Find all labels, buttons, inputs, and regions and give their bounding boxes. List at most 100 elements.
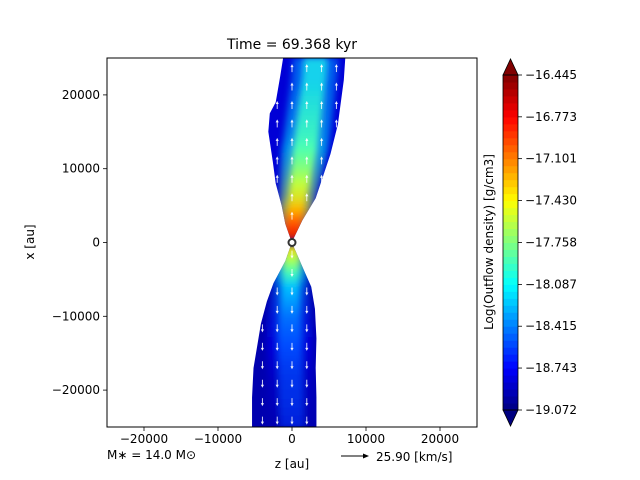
velocity-arrow xyxy=(290,361,294,370)
colorbar-label: Log(Outflow density) [g/cm3] xyxy=(482,154,496,330)
velocity-arrow xyxy=(290,100,294,109)
velocity-arrow xyxy=(290,287,294,296)
colorbar-segment xyxy=(503,354,518,362)
colorbar-segment xyxy=(503,116,518,125)
velocity-arrow xyxy=(305,82,309,91)
velocity-arrow xyxy=(305,379,309,388)
chart-title: Time = 69.368 kyr xyxy=(226,37,357,53)
colorbar-segment xyxy=(503,305,518,313)
velocity-arrow xyxy=(275,156,279,165)
colorbar-segment xyxy=(503,172,518,181)
colorbar-segment xyxy=(503,396,518,404)
colorbar-segment xyxy=(503,242,518,250)
colorbar-segment xyxy=(503,193,518,202)
velocity-arrow xyxy=(290,250,294,259)
y-tick-label: 20000 xyxy=(62,88,100,102)
velocity-arrow xyxy=(290,156,294,165)
colorbar-segment xyxy=(503,340,518,348)
velocity-arrow xyxy=(305,100,309,109)
velocity-key: 25.90 [km/s] xyxy=(341,450,452,464)
colorbar-segment xyxy=(503,249,518,257)
colorbar-extend-min xyxy=(502,409,519,427)
y-axis-label: x [au] xyxy=(23,224,37,259)
x-tick-label: 10000 xyxy=(347,432,385,446)
velocity-arrow xyxy=(275,416,279,425)
colorbar-segment xyxy=(503,403,518,411)
velocity-arrow xyxy=(290,193,294,202)
colorbar-segment xyxy=(503,221,518,230)
colorbar-tick-label: −17.758 xyxy=(525,235,577,249)
velocity-arrow xyxy=(275,137,279,146)
colorbar-tick-label: −16.445 xyxy=(525,68,577,82)
stellar-mass-annotation: M∗ = 14.0 M⊙ xyxy=(107,448,196,462)
colorbar-segment xyxy=(503,165,518,174)
velocity-arrow xyxy=(320,156,324,165)
velocity-arrow xyxy=(320,174,324,183)
colorbar-segment xyxy=(503,137,518,146)
y-tick-label: 10000 xyxy=(62,162,100,176)
colorbar-segment xyxy=(503,228,518,237)
velocity-arrow xyxy=(305,193,309,202)
colorbar-segment xyxy=(503,81,518,90)
x-tick-label: 0 xyxy=(288,432,296,446)
velocity-arrow xyxy=(334,64,338,73)
colorbar-segment xyxy=(503,186,518,195)
plot-area xyxy=(107,58,477,427)
colorbar-segment xyxy=(503,382,518,390)
velocity-arrow xyxy=(305,305,309,314)
velocity-arrow xyxy=(290,119,294,128)
velocity-arrow xyxy=(260,361,264,370)
velocity-arrow xyxy=(275,174,279,183)
y-tick-label: 0 xyxy=(92,236,100,250)
colorbar-segment xyxy=(503,151,518,160)
x-axis: −20000 −10000 0 10000 20000 xyxy=(120,427,459,446)
colorbar-segment xyxy=(503,375,518,383)
velocity-arrow xyxy=(275,379,279,388)
velocity-arrow xyxy=(275,287,279,296)
x-tick-label: 20000 xyxy=(421,432,459,446)
velocity-arrow xyxy=(305,342,309,351)
velocity-arrow xyxy=(275,342,279,351)
colorbar-segment xyxy=(503,298,518,306)
colorbar-segment xyxy=(503,333,518,341)
velocity-arrow xyxy=(290,64,294,73)
colorbar-segment xyxy=(503,214,518,223)
colorbar-segment xyxy=(503,284,518,292)
velocity-arrow xyxy=(334,119,338,128)
velocity-key-label: 25.90 [km/s] xyxy=(376,450,452,464)
colorbar-segment xyxy=(503,200,518,209)
colorbar-segment xyxy=(503,123,518,132)
velocity-arrow xyxy=(305,174,309,183)
velocity-arrow xyxy=(334,100,338,109)
velocity-arrow xyxy=(305,361,309,370)
colorbar-segment xyxy=(503,109,518,118)
velocity-arrow xyxy=(320,137,324,146)
x-axis-label: z [au] xyxy=(275,457,309,471)
colorbar-segment xyxy=(503,291,518,299)
colorbar-segment xyxy=(503,312,518,320)
velocity-arrow xyxy=(320,64,324,73)
velocity-arrow xyxy=(305,287,309,296)
velocity-arrow xyxy=(290,174,294,183)
colorbar-segment xyxy=(503,389,518,397)
velocity-arrow xyxy=(334,82,338,91)
colorbar-segment xyxy=(503,88,518,97)
colorbar-segment xyxy=(503,235,518,243)
velocity-arrow xyxy=(260,379,264,388)
colorbar-segment xyxy=(503,270,518,278)
velocity-arrow xyxy=(290,82,294,91)
velocity-arrow xyxy=(290,137,294,146)
velocity-arrow xyxy=(275,119,279,128)
velocity-key-arrowhead xyxy=(363,453,369,459)
velocity-arrow xyxy=(260,398,264,407)
velocity-arrow xyxy=(260,416,264,425)
velocity-arrow xyxy=(290,398,294,407)
velocity-arrow xyxy=(290,342,294,351)
velocity-arrow xyxy=(305,119,309,128)
velocity-arrow xyxy=(275,324,279,333)
colorbar-tick-label: −18.415 xyxy=(525,319,577,333)
colorbar-segment xyxy=(503,102,518,111)
colorbar-segment xyxy=(503,326,518,334)
velocity-arrow xyxy=(275,305,279,314)
